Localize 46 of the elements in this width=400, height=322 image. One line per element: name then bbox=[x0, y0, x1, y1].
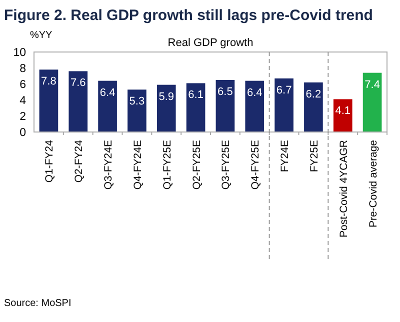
chart-title: Figure 2. Real GDP growth still lags pre-Covid trend bbox=[4, 7, 373, 24]
data-label: 7.8 bbox=[41, 76, 56, 88]
data-label: 7.4 bbox=[364, 78, 380, 91]
chart-subtitle: Real GDP growth bbox=[168, 37, 254, 49]
bar bbox=[128, 90, 146, 132]
x-tick-label: Q4-FY24E bbox=[132, 140, 144, 190]
data-label: 6.4 bbox=[100, 86, 116, 99]
data-label: 6.4 bbox=[246, 86, 262, 99]
x-tick-label: Q3-FY24E bbox=[102, 140, 115, 190]
y-tick-label: 0 bbox=[20, 127, 26, 139]
x-tick-label: Q3-FY25E bbox=[220, 140, 232, 190]
y-tick-label: 6 bbox=[20, 79, 26, 91]
y-tick-label: 2 bbox=[20, 111, 26, 123]
y-tick-label: 8 bbox=[20, 63, 26, 75]
bar bbox=[68, 71, 88, 132]
data-label: 6.7 bbox=[276, 84, 292, 96]
bar bbox=[216, 80, 235, 132]
source-note: Source: MoSPI bbox=[4, 298, 72, 309]
y-axis-title: %YY bbox=[30, 30, 53, 41]
bar bbox=[39, 70, 58, 132]
bar bbox=[274, 78, 294, 132]
data-label: 6.1 bbox=[188, 89, 204, 102]
y-tick-label: 4 bbox=[20, 95, 27, 107]
x-tick-label: Q2-FY25E bbox=[190, 140, 203, 190]
bar bbox=[304, 82, 323, 132]
x-tick-label: FY24E bbox=[279, 140, 292, 172]
bar bbox=[186, 83, 206, 132]
bar bbox=[98, 80, 117, 132]
data-label: 6.2 bbox=[306, 88, 322, 100]
x-tick-label: FY25E bbox=[308, 140, 320, 172]
data-label: 5.3 bbox=[129, 96, 145, 108]
x-tick-label: Q2-FY24 bbox=[73, 140, 86, 183]
data-label: 7.6 bbox=[70, 77, 86, 90]
y-tick-label: 10 bbox=[13, 47, 26, 59]
x-tick-label: Q1-FY25E bbox=[161, 140, 174, 190]
data-label: 4.1 bbox=[335, 105, 351, 118]
bar bbox=[156, 84, 176, 132]
x-tick-label: Q4-FY25E bbox=[250, 140, 262, 190]
bar bbox=[333, 99, 352, 132]
x-tick-label: Q1-FY24 bbox=[44, 140, 56, 183]
data-label: 6.5 bbox=[218, 86, 233, 98]
x-tick-label: Pre-Covid average bbox=[367, 140, 380, 228]
bar bbox=[245, 80, 264, 132]
data-label: 5.9 bbox=[158, 90, 174, 103]
bar bbox=[362, 72, 382, 132]
x-tick-label: Post-Covid 4YCAGR bbox=[338, 140, 350, 238]
